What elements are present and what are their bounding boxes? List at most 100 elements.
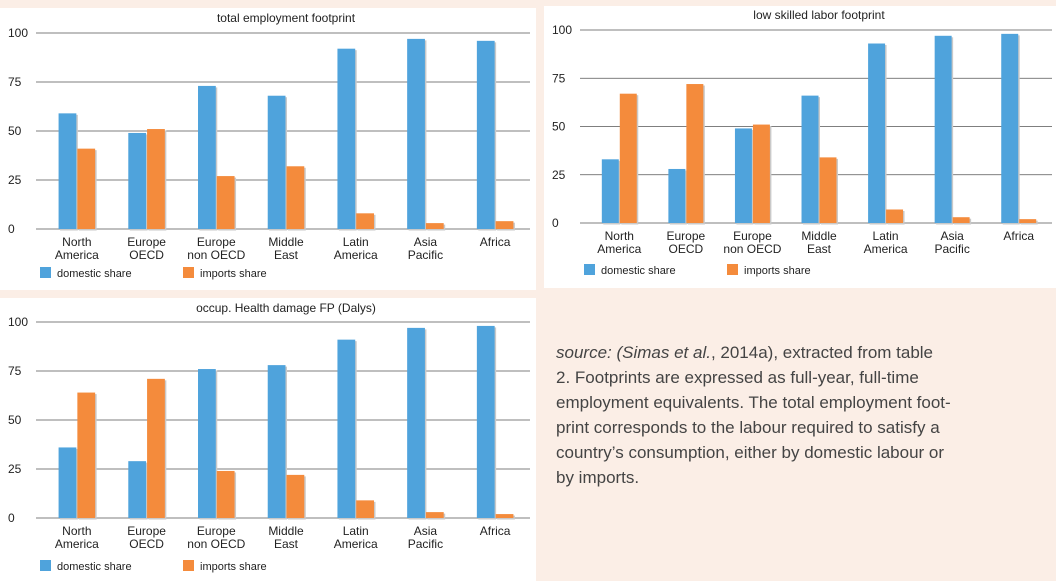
x-tick-label: Europe bbox=[127, 235, 166, 249]
bar-imports-share bbox=[147, 378, 165, 518]
x-tick-label: Europe bbox=[197, 235, 236, 249]
x-tick-label: Latin bbox=[343, 524, 369, 538]
x-tick-label: Middle bbox=[268, 235, 304, 249]
x-tick-label: OECD bbox=[129, 537, 164, 551]
caption-source-label: source: (Simas bbox=[556, 343, 675, 362]
bar-domestic-share bbox=[407, 327, 425, 518]
x-tick-label: OECD bbox=[129, 248, 164, 262]
caption-line-2: 2. Footprints are expressed as full-year… bbox=[556, 368, 919, 387]
bar-domestic-share bbox=[267, 95, 286, 229]
chart-panel-total-employment: total employment footprint 0 25 50 75 100 Nort… bbox=[0, 8, 536, 290]
legend-swatch bbox=[183, 267, 194, 278]
bar-imports-share bbox=[356, 500, 374, 518]
caption-source-rest: , 2014a), extracted from table bbox=[710, 343, 934, 362]
bar-imports-share bbox=[819, 157, 837, 223]
figure-caption: source: (Simas et al., 2014a), extracted… bbox=[556, 340, 1056, 490]
x-tick-label: Asia bbox=[940, 229, 964, 243]
x-tick-label: Europe bbox=[733, 229, 772, 243]
y-tick-label: 0 bbox=[552, 216, 559, 230]
x-tick-label: America bbox=[55, 248, 99, 262]
x-tick-label: Middle bbox=[268, 524, 304, 538]
y-tick-label: 100 bbox=[8, 315, 28, 329]
chart-total-employment: total employment footprint 0 25 50 75 100 Nort… bbox=[8, 11, 530, 280]
x-tick-label: non OECD bbox=[723, 242, 781, 256]
bar-domestic-share bbox=[934, 35, 952, 223]
bar-domestic-share bbox=[476, 325, 495, 518]
bar-domestic-share bbox=[337, 339, 356, 518]
x-tick-label: America bbox=[334, 248, 378, 262]
bar-domestic-share bbox=[1001, 33, 1019, 223]
y-tick-label: 0 bbox=[8, 222, 15, 236]
legend-label: domestic share bbox=[601, 265, 676, 277]
bar-domestic-share bbox=[601, 159, 619, 223]
bar-imports-share bbox=[495, 221, 514, 229]
legend-label: imports share bbox=[200, 268, 267, 280]
bar-imports-share bbox=[216, 470, 235, 518]
legend-swatch bbox=[727, 264, 738, 275]
bar-domestic-share bbox=[128, 132, 147, 229]
x-tick-label: Europe bbox=[127, 524, 166, 538]
x-tick-label: America bbox=[55, 537, 99, 551]
chart-title: low skilled labor footprint bbox=[753, 8, 885, 22]
bar-imports-share bbox=[952, 217, 970, 223]
bar-imports-share bbox=[356, 213, 374, 229]
bar-imports-share bbox=[216, 176, 235, 229]
x-tick-label: Latin bbox=[873, 229, 899, 243]
x-tick-label: OECD bbox=[669, 242, 704, 256]
x-tick-label: Asia bbox=[414, 524, 438, 538]
bar-domestic-share bbox=[337, 48, 356, 230]
bar-domestic-share bbox=[198, 369, 216, 518]
bar-imports-share bbox=[886, 209, 904, 223]
y-tick-label: 25 bbox=[8, 462, 22, 476]
bar-domestic-share bbox=[58, 447, 77, 518]
legend-label: imports share bbox=[744, 265, 811, 277]
y-tick-label: 0 bbox=[8, 511, 15, 525]
x-tick-label: Africa bbox=[1003, 229, 1034, 243]
legend-swatch bbox=[40, 267, 51, 278]
legend-label: imports share bbox=[200, 561, 267, 573]
bar-imports-share bbox=[425, 223, 444, 229]
bar-imports-share bbox=[286, 166, 305, 229]
bar-imports-share bbox=[1019, 219, 1037, 223]
x-tick-label: America bbox=[334, 537, 378, 551]
x-tick-label: America bbox=[597, 242, 641, 256]
x-tick-label: Pacific bbox=[408, 248, 443, 262]
x-tick-label: non OECD bbox=[187, 537, 245, 551]
x-tick-label: Pacific bbox=[408, 537, 443, 551]
caption-line-3: employment equivalents. The total employ… bbox=[556, 393, 951, 412]
x-tick-label: North bbox=[62, 235, 91, 249]
y-tick-label: 75 bbox=[8, 75, 22, 89]
bar-imports-share bbox=[286, 474, 305, 518]
chart-health-damage: occup. Health damage FP (Dalys) 0 25 50 75 10… bbox=[8, 301, 530, 573]
chart-panel-health-damage: occup. Health damage FP (Dalys) 0 25 50 75 10… bbox=[0, 298, 536, 581]
caption-line-5: country’s consumption, either by domesti… bbox=[556, 443, 945, 462]
bar-domestic-share bbox=[407, 38, 425, 229]
bar-domestic-share bbox=[267, 365, 286, 518]
x-tick-label: Africa bbox=[480, 524, 511, 538]
x-tick-label: Asia bbox=[414, 235, 438, 249]
y-tick-label: 50 bbox=[8, 413, 22, 427]
caption-et-al: et al. bbox=[674, 343, 711, 362]
caption-line-4: print corresponds to the labour required… bbox=[556, 418, 940, 437]
bar-domestic-share bbox=[801, 95, 819, 223]
legend-swatch bbox=[183, 560, 194, 571]
legend-label: domestic share bbox=[57, 561, 132, 573]
bar-imports-share bbox=[77, 392, 96, 518]
x-tick-label: Europe bbox=[197, 524, 236, 538]
bar-domestic-share bbox=[668, 168, 686, 223]
legend-label: domestic share bbox=[57, 268, 132, 280]
bar-imports-share bbox=[619, 93, 637, 223]
bar-imports-share bbox=[77, 148, 96, 229]
chart-panel-low-skilled-labor: low skilled labor footprint 0 25 50 75 100 Nor… bbox=[544, 6, 1056, 288]
legend-swatch bbox=[40, 560, 51, 571]
x-tick-label: North bbox=[605, 229, 634, 243]
bar-imports-share bbox=[752, 124, 770, 223]
x-tick-label: East bbox=[274, 248, 299, 262]
bar-imports-share bbox=[495, 514, 514, 518]
x-tick-label: Pacific bbox=[934, 242, 969, 256]
x-tick-label: Europe bbox=[667, 229, 706, 243]
x-tick-label: North bbox=[62, 524, 91, 538]
bar-domestic-share bbox=[476, 40, 495, 230]
bar-domestic-share bbox=[868, 43, 886, 224]
bar-imports-share bbox=[425, 512, 444, 518]
